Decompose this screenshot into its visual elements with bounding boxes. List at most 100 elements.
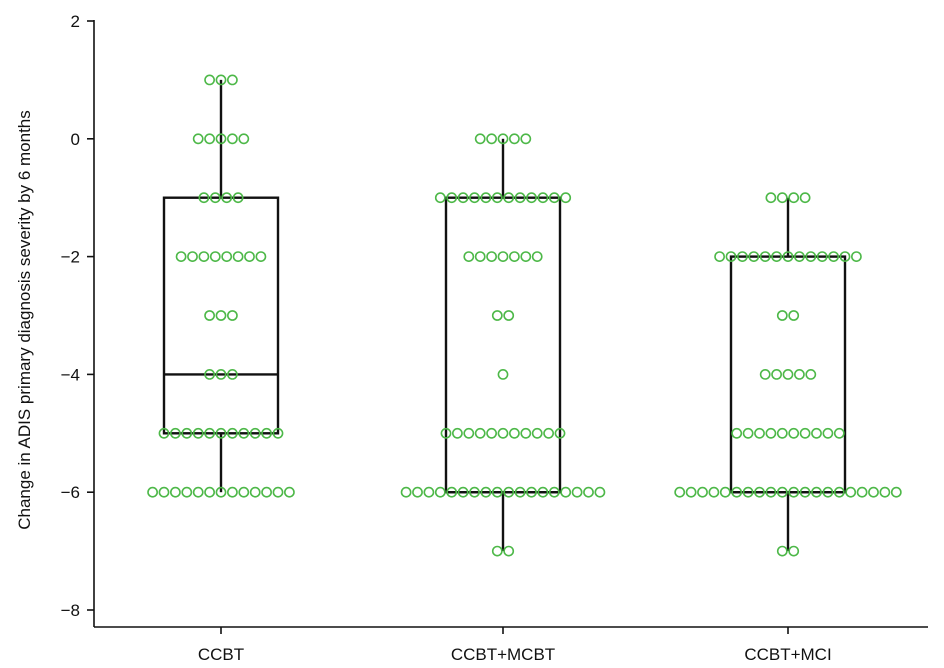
box-1 <box>162 79 280 493</box>
data-point <box>537 486 549 498</box>
data-point <box>181 486 193 498</box>
data-point <box>583 486 594 498</box>
data-point <box>238 133 250 145</box>
data-point <box>215 486 227 498</box>
data-point <box>423 486 435 498</box>
data-point <box>226 133 238 145</box>
y-tick-label: −4 <box>61 365 80 384</box>
data-point <box>503 486 515 498</box>
data-point <box>187 251 198 262</box>
data-point <box>238 427 250 439</box>
x-tick-label: CCBT+MCI <box>744 645 831 664</box>
data-point <box>503 192 515 204</box>
data-point <box>238 486 250 498</box>
data-point <box>520 427 532 439</box>
x-tick-label: CCBT <box>198 645 244 664</box>
data-point <box>446 486 458 498</box>
data-point <box>548 486 560 498</box>
data-point <box>192 427 204 439</box>
y-tick-label: −8 <box>61 601 80 620</box>
data-point <box>788 545 800 557</box>
data-point <box>674 486 686 498</box>
data-point <box>868 486 879 498</box>
iqr-box <box>729 255 847 494</box>
y-tick-label: −6 <box>61 483 80 502</box>
data-point <box>181 427 193 439</box>
data-point <box>748 251 760 262</box>
data-point <box>255 251 267 262</box>
data-point <box>851 251 862 262</box>
data-point <box>776 192 788 204</box>
plot-area <box>147 74 902 557</box>
data-point <box>469 486 480 498</box>
data-point <box>731 427 743 439</box>
data-point <box>451 427 463 439</box>
data-point <box>526 192 537 204</box>
data-point <box>543 427 554 439</box>
data-point <box>434 192 446 204</box>
data-point <box>474 427 486 439</box>
data-point <box>226 486 238 498</box>
data-point <box>520 133 532 145</box>
data-point <box>169 427 181 439</box>
data-point <box>491 486 503 498</box>
data-point <box>811 427 822 439</box>
data-point <box>474 251 486 262</box>
data-point <box>560 486 572 498</box>
data-point <box>215 133 227 145</box>
data-point <box>232 192 244 204</box>
data-point <box>463 251 475 262</box>
axes: 2 0 −2 −4 −6 −8 CCBT CCBT+MCBT CCBT+MCI <box>61 12 928 664</box>
data-point <box>514 192 526 204</box>
data-point <box>890 486 902 498</box>
data-point <box>463 427 475 439</box>
points-1 <box>147 74 295 498</box>
data-point <box>147 486 158 498</box>
data-point <box>526 486 537 498</box>
data-point <box>192 486 204 498</box>
data-point <box>708 486 720 498</box>
iqr-box <box>162 196 280 435</box>
data-point <box>158 427 170 439</box>
data-point <box>805 368 817 380</box>
data-point <box>509 251 520 262</box>
points-2 <box>400 133 606 557</box>
data-point <box>782 251 794 262</box>
data-point <box>204 368 215 380</box>
data-point <box>491 192 503 204</box>
data-point <box>754 486 765 498</box>
data-point <box>486 133 497 145</box>
data-point <box>226 368 238 380</box>
data-point <box>503 310 515 321</box>
data-point <box>491 545 503 557</box>
data-point <box>822 427 834 439</box>
data-point <box>833 427 845 439</box>
data-point <box>480 486 492 498</box>
data-point <box>799 486 811 498</box>
data-point <box>480 192 492 204</box>
data-point <box>215 368 227 380</box>
data-point <box>204 74 215 86</box>
data-point <box>272 427 284 439</box>
data-point <box>560 192 572 204</box>
data-point <box>725 251 737 262</box>
data-point <box>537 192 549 204</box>
data-point <box>765 427 777 439</box>
data-point <box>486 251 497 262</box>
data-point <box>771 251 782 262</box>
data-point <box>742 427 754 439</box>
data-point <box>226 74 238 86</box>
data-point <box>497 427 509 439</box>
data-point <box>434 486 446 498</box>
data-point <box>457 486 469 498</box>
data-point <box>192 133 204 145</box>
data-point <box>776 310 788 321</box>
data-point <box>412 486 423 498</box>
data-point <box>776 545 788 557</box>
data-point <box>226 427 238 439</box>
box-2 <box>444 138 562 552</box>
data-point <box>714 251 725 262</box>
data-point <box>400 486 412 498</box>
data-point <box>509 133 520 145</box>
data-point <box>497 133 509 145</box>
